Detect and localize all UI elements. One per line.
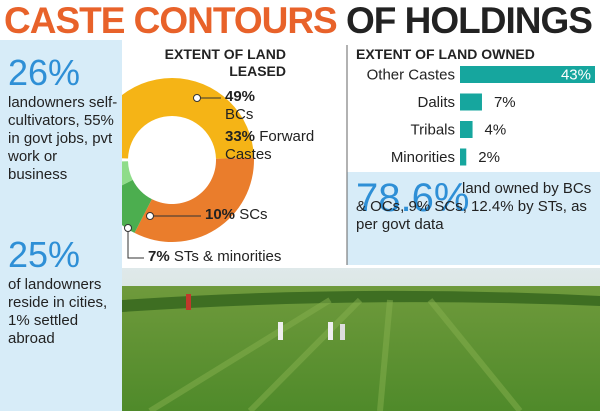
value-label: 10% [205, 206, 236, 223]
leader-dot [146, 212, 154, 220]
pie-slice [134, 157, 255, 242]
category-label: Minorities [391, 149, 455, 166]
headline: CASTE CONTOURS OF HOLDINGS [4, 0, 593, 42]
category-label: Tribals [411, 122, 455, 139]
title-highlight: CASTE CONTOURS [4, 0, 338, 41]
photo [122, 268, 600, 411]
stat-number: 25% [8, 234, 81, 275]
chart-title: EXTENT OF LAND OWNED [356, 46, 535, 62]
title-rest: OF HOLDINGS [346, 0, 593, 41]
category-label: SCs [239, 206, 268, 223]
stat-number: 26% [8, 52, 81, 93]
pie-label: 49% BCs [225, 88, 285, 124]
bar [460, 93, 482, 111]
stat-text: of landowners reside in cities, 1% settl… [8, 276, 108, 347]
value-label: 7% [148, 248, 170, 265]
bar [460, 121, 473, 138]
category-label: Other Castes [367, 67, 455, 84]
stat-number: 78.6% [356, 176, 470, 220]
leader-dot [193, 94, 201, 102]
chart-title: EXTENT OF LAND LEASED [164, 46, 286, 79]
category-label: STs & minorities [173, 248, 282, 265]
bar [460, 66, 595, 83]
leader-line [127, 228, 144, 259]
pie-label: 33% Forward Castes [225, 128, 345, 164]
bar [460, 148, 467, 166]
value-label: 43% [561, 67, 591, 84]
value-label: 7% [494, 94, 516, 111]
value-label: 4% [485, 122, 507, 139]
leader-dot [124, 224, 132, 232]
category-label: Forward Castes [225, 128, 315, 163]
stat-panel [347, 172, 600, 265]
pie-label: 7% STs & minorities [148, 248, 348, 266]
bar-chart: Other Castes 43% Dalits 7% Tribals 4% Minoriti… [367, 66, 595, 166]
value-label: 2% [478, 149, 500, 166]
stat-text: landowners self-cultivators, 55% in govt… [8, 94, 118, 183]
left-panel [0, 40, 122, 411]
category-label: Dalits [417, 94, 455, 111]
value-label: 49% [225, 88, 256, 105]
category-label: BCs [225, 106, 254, 123]
pie-label: 10% SCs [205, 206, 285, 224]
value-label: 33% [225, 128, 256, 145]
stat-text: land owned by BCs & OCs, 9% SCs, 12.4% b… [356, 180, 592, 233]
